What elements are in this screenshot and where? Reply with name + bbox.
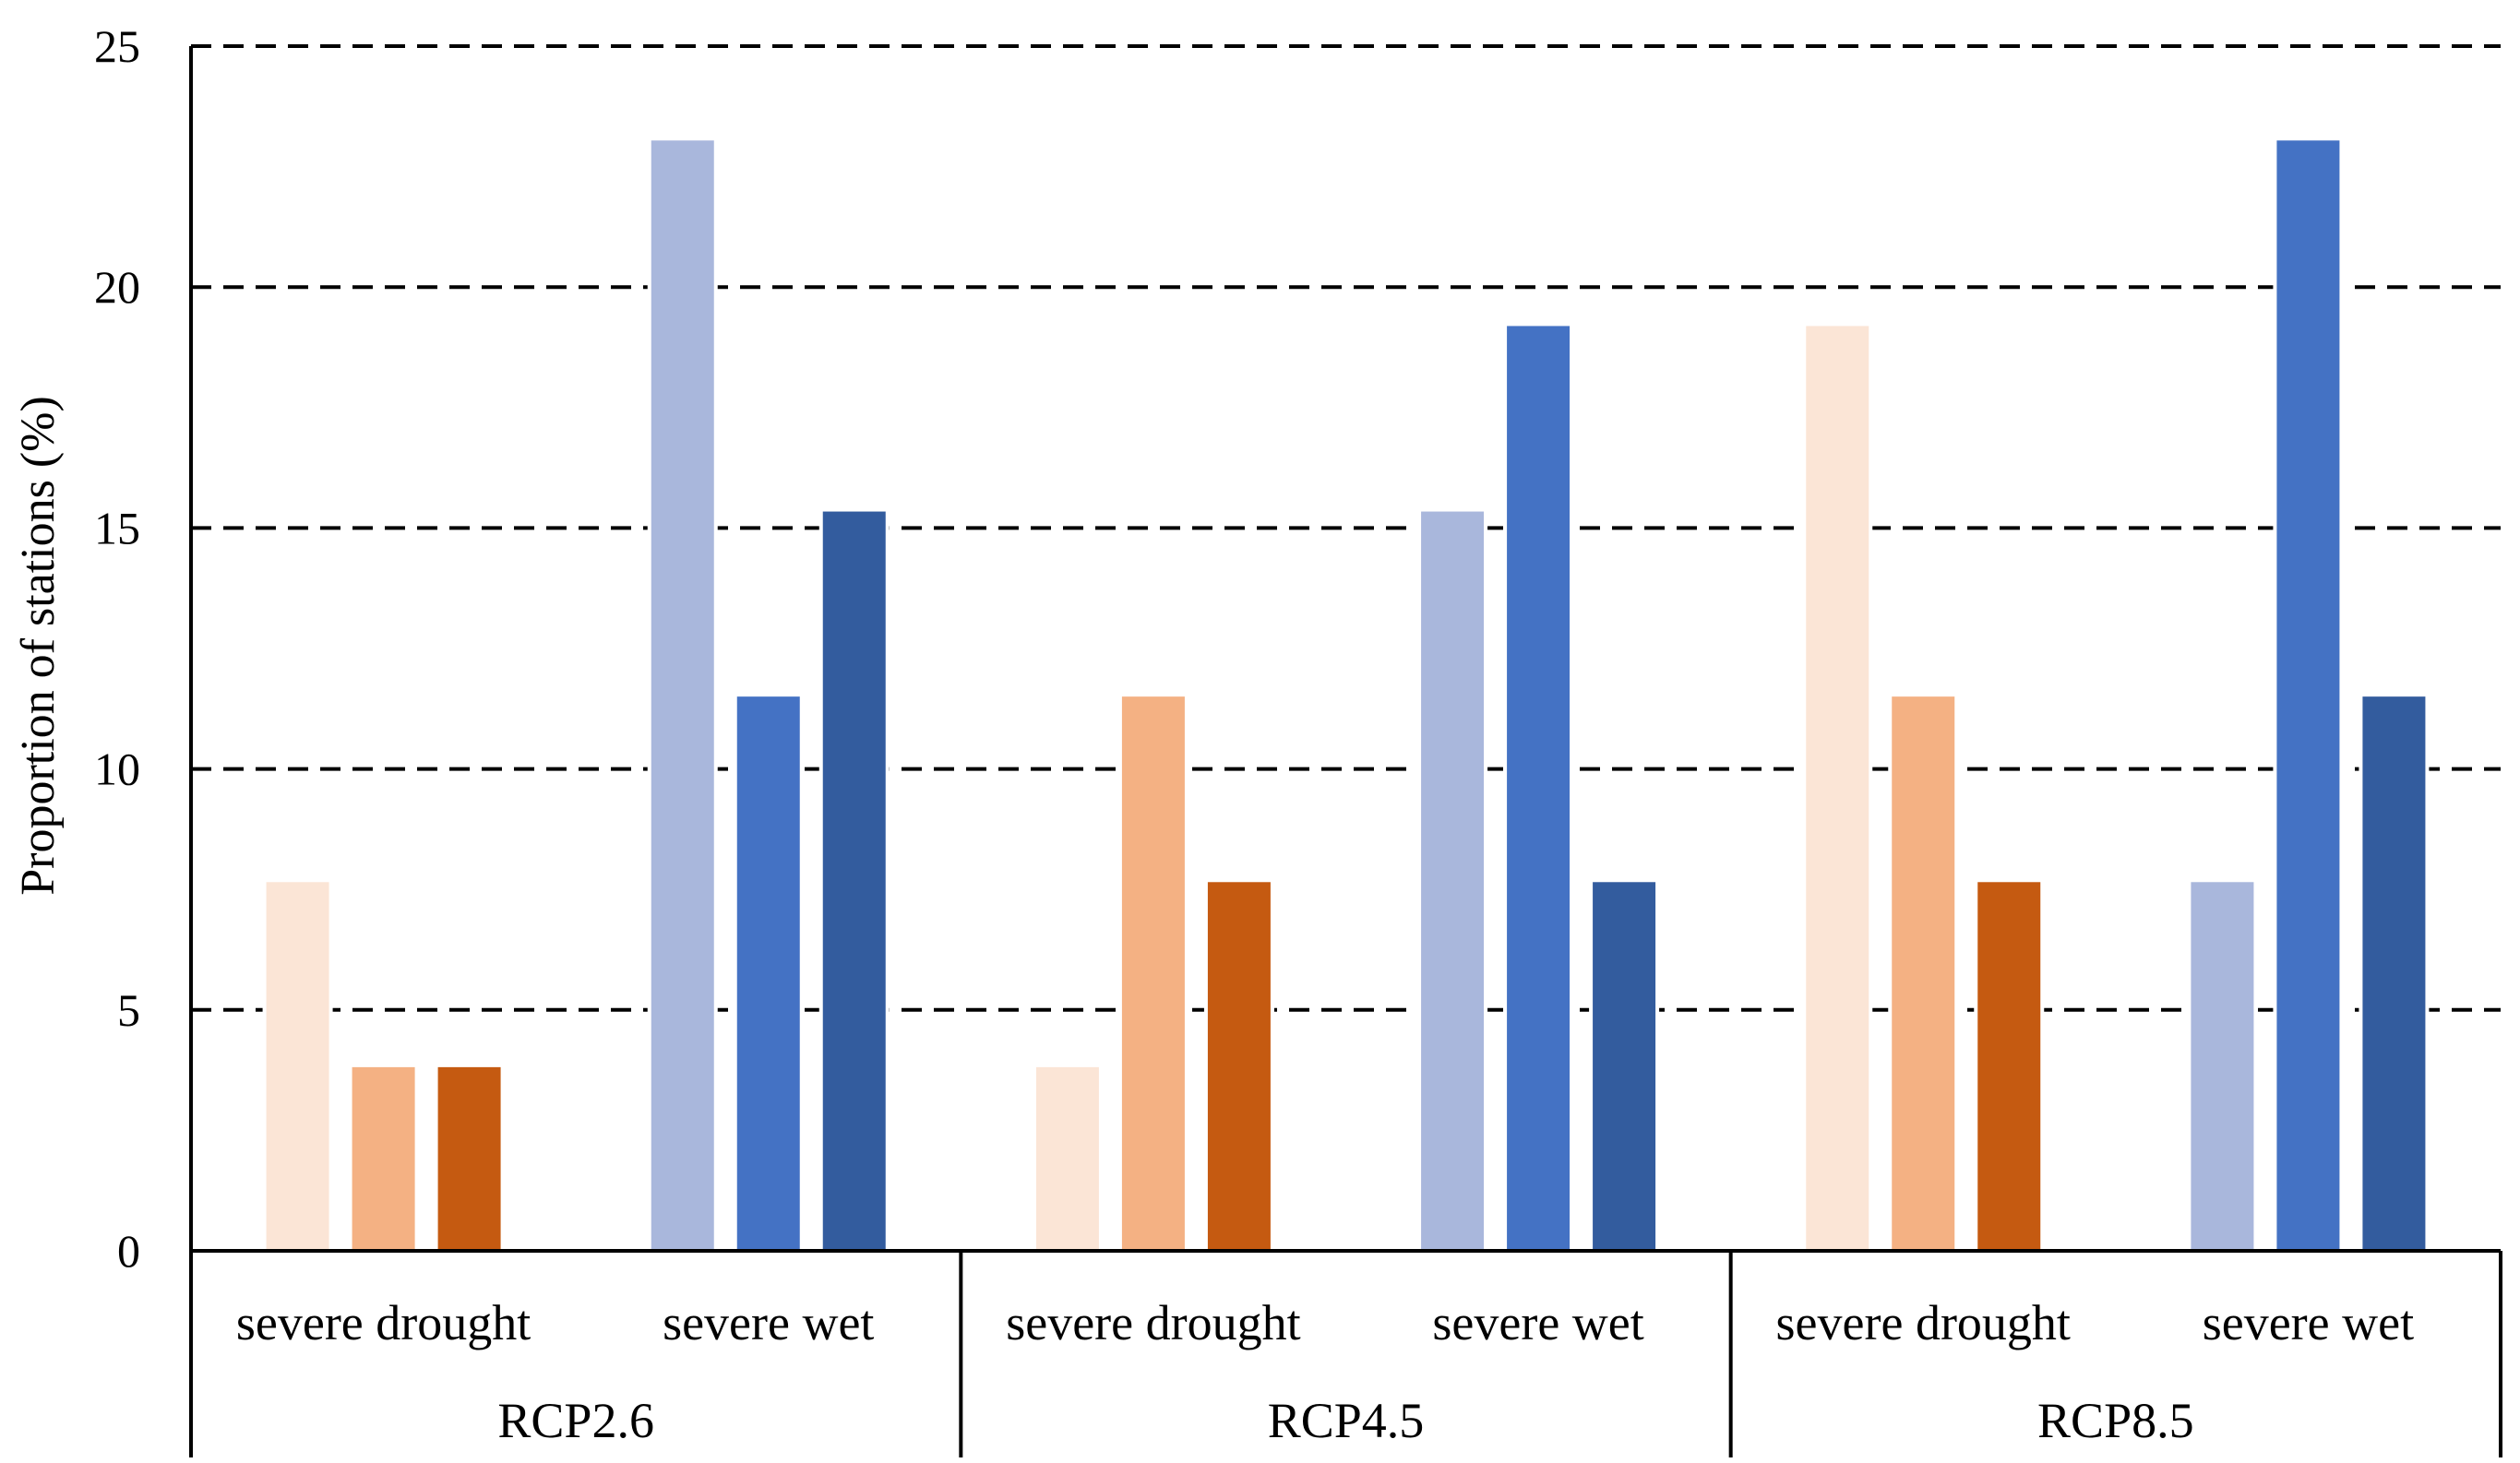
bar <box>1032 1063 1103 1253</box>
category-label: severe drought <box>1776 1295 2071 1350</box>
bar <box>262 878 333 1253</box>
bar <box>2273 137 2344 1254</box>
bar <box>1589 878 1660 1253</box>
y-tick-label: 25 <box>94 20 140 72</box>
y-tick-label: 0 <box>117 1225 140 1277</box>
y-axis-title: Proportion of stations (%) <box>12 396 65 896</box>
bar <box>1802 322 1873 1253</box>
y-tick-label: 10 <box>94 743 140 795</box>
bar <box>2187 878 2258 1253</box>
bar <box>1117 693 1188 1253</box>
category-label: severe wet <box>663 1295 874 1350</box>
bar <box>348 1063 419 1253</box>
group-label: RCP8.5 <box>2037 1393 2194 1448</box>
bar <box>818 507 890 1253</box>
bar <box>647 137 718 1254</box>
bar <box>1974 878 2045 1253</box>
bar <box>1417 507 1488 1253</box>
bar <box>1203 878 1274 1253</box>
category-label: severe drought <box>236 1295 531 1350</box>
axes <box>189 46 2502 1457</box>
y-tick-label: 20 <box>94 261 140 313</box>
bar <box>2359 693 2430 1253</box>
bar <box>733 693 804 1253</box>
bar <box>1503 322 1574 1253</box>
bar <box>1888 693 1959 1253</box>
bars <box>262 137 2430 1254</box>
bar <box>434 1063 505 1253</box>
group-label: RCP4.5 <box>1268 1393 1425 1448</box>
group-label: RCP2.6 <box>497 1393 654 1448</box>
category-label: severe wet <box>2203 1295 2414 1350</box>
category-label: severe wet <box>1432 1295 1643 1350</box>
y-tick-label: 5 <box>117 984 140 1036</box>
gridlines <box>191 44 2501 1012</box>
y-tick-label: 15 <box>94 502 140 553</box>
category-label: severe drought <box>1006 1295 1300 1350</box>
